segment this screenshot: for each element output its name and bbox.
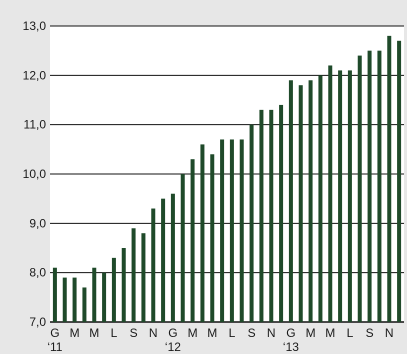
x-tick-label: S — [130, 326, 138, 340]
y-axis-labels: 7,0 8,0 9,0 10,0 11,0 12,0 13,0 — [23, 19, 47, 329]
y-tick-label: 9,0 — [29, 216, 46, 230]
bar — [347, 70, 352, 323]
bar — [269, 109, 274, 323]
y-tick-label: 11,0 — [24, 118, 47, 132]
year-label: ‘11 — [47, 340, 62, 354]
x-tick-label: N — [385, 326, 394, 340]
y-tick-label: 13,0 — [23, 19, 47, 33]
x-tick-label: S — [366, 326, 374, 340]
bar — [141, 233, 146, 322]
bar — [239, 139, 244, 322]
bar — [102, 272, 107, 322]
y-tick-label: 7,0 — [29, 315, 46, 329]
x-tick-label: N — [149, 326, 158, 340]
bar — [111, 257, 116, 322]
x-tick-label: M — [207, 326, 217, 340]
bar — [72, 277, 77, 322]
bar — [151, 208, 156, 322]
x-tick-label: L — [111, 326, 118, 340]
bar — [229, 139, 234, 322]
x-tick-label: S — [248, 326, 256, 340]
x-tick-label: N — [267, 326, 276, 340]
x-tick-label: L — [229, 326, 236, 340]
bar — [387, 35, 392, 323]
bar — [377, 50, 382, 323]
bar — [82, 287, 87, 322]
bar — [338, 70, 343, 323]
bar — [92, 267, 97, 322]
bar — [121, 248, 126, 322]
bar — [397, 40, 402, 323]
bar — [249, 124, 254, 322]
bar — [357, 55, 362, 322]
bar — [308, 80, 313, 323]
x-tick-label: M — [325, 326, 335, 340]
x-tick-label: L — [347, 326, 354, 340]
bar — [200, 144, 205, 322]
bar — [131, 228, 136, 322]
bar — [180, 174, 185, 322]
y-tick-label: 10,0 — [23, 167, 47, 181]
bar — [259, 109, 264, 323]
x-tick-label: G — [168, 326, 177, 340]
bar — [288, 80, 293, 323]
x-tick-label: G — [50, 326, 59, 340]
bar — [298, 85, 303, 322]
bar — [62, 277, 67, 322]
bar — [328, 65, 333, 322]
x-tick-label: M — [306, 326, 316, 340]
bar — [279, 104, 284, 323]
x-tick-label: M — [89, 326, 99, 340]
bar — [52, 267, 57, 322]
y-tick-label: 8,0 — [29, 266, 46, 280]
year-label: ‘13 — [283, 340, 299, 354]
gridlines — [50, 25, 404, 323]
bar — [220, 139, 225, 322]
bar — [190, 159, 195, 322]
year-label: ‘12 — [165, 340, 181, 354]
y-tick-label: 12,0 — [23, 68, 47, 82]
bar — [318, 75, 323, 322]
x-tick-label: M — [188, 326, 198, 340]
bar — [367, 50, 372, 323]
bar — [210, 154, 215, 322]
bar — [170, 193, 175, 322]
x-tick-label: G — [286, 326, 295, 340]
year-labels: ‘11 ‘12 ‘13 — [47, 340, 299, 354]
bars-group — [52, 35, 402, 323]
bar — [161, 198, 166, 322]
x-tick-label: M — [70, 326, 80, 340]
